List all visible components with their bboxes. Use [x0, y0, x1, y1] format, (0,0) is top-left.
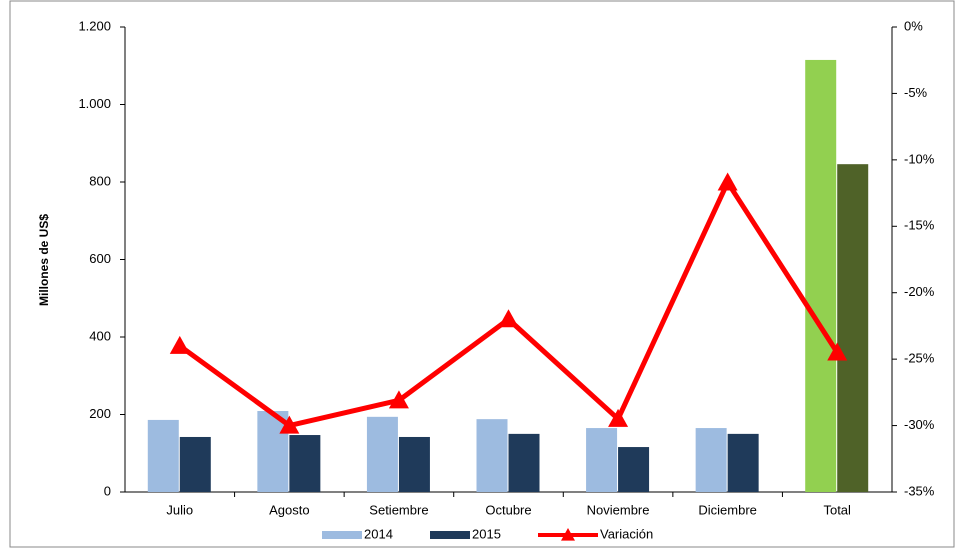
x-tick-label: Setiembre	[369, 502, 428, 517]
y2-tick-label: 0%	[904, 18, 923, 33]
y2-tick-label: -25%	[904, 351, 935, 366]
bar	[805, 59, 837, 492]
x-tick-label: Diciembre	[698, 502, 757, 517]
legend-label: 2015	[472, 526, 501, 541]
y2-tick-label: -10%	[904, 151, 935, 166]
x-tick-label: Julio	[166, 502, 193, 517]
line-marker	[717, 172, 738, 191]
y-tick-label: 800	[89, 173, 111, 188]
bar	[179, 436, 211, 492]
y2-tick-label: -35%	[904, 483, 935, 498]
legend-swatch	[322, 531, 362, 539]
y-tick-label: 200	[89, 406, 111, 421]
bar	[398, 436, 430, 492]
legend-label: 2014	[364, 526, 393, 541]
line-marker	[498, 309, 519, 328]
x-tick-label: Agosto	[269, 502, 309, 517]
bar	[366, 416, 398, 492]
y-tick-label: 1.200	[78, 18, 111, 33]
legend-marker	[561, 528, 575, 541]
bar	[508, 433, 540, 492]
legend-label: Variación	[600, 526, 653, 541]
y-tick-label: 600	[89, 251, 111, 266]
y2-tick-label: -5%	[904, 85, 928, 100]
bar	[618, 447, 650, 492]
line-marker	[608, 408, 629, 427]
y2-tick-label: -15%	[904, 218, 935, 233]
bar	[727, 433, 759, 492]
x-tick-label: Noviembre	[587, 502, 650, 517]
bar	[257, 411, 289, 492]
bar	[586, 428, 618, 492]
y2-tick-label: -20%	[904, 284, 935, 299]
bar	[837, 164, 869, 493]
legend-swatch	[430, 531, 470, 539]
bar	[147, 419, 179, 492]
y-tick-label: 1.000	[78, 96, 111, 111]
y-tick-label: 400	[89, 328, 111, 343]
x-tick-label: Octubre	[485, 502, 531, 517]
bar	[289, 435, 321, 492]
line-marker	[279, 415, 300, 434]
line-marker	[827, 342, 848, 361]
y-axis-label: Millones de US$	[37, 214, 51, 306]
bar	[476, 419, 508, 492]
line-marker	[169, 335, 190, 354]
bar	[695, 428, 727, 492]
y-tick-label: 0	[104, 483, 111, 498]
y2-tick-label: -30%	[904, 417, 935, 432]
x-tick-label: Total	[823, 502, 851, 517]
line-marker	[388, 390, 409, 409]
